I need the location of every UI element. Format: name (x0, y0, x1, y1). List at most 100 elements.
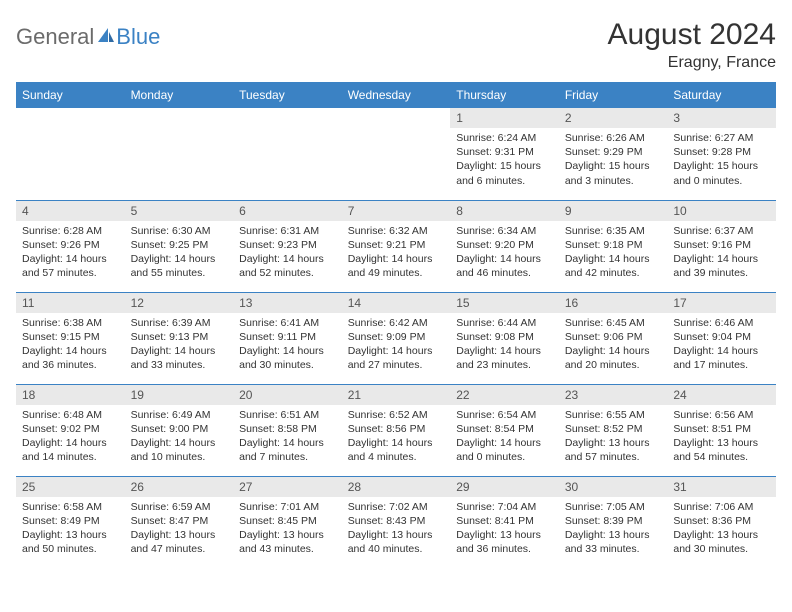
day-number: 21 (342, 385, 451, 405)
day-number: 16 (559, 293, 668, 313)
calendar-cell (342, 108, 451, 200)
weekday-header: Thursday (450, 82, 559, 108)
day-details: Sunrise: 7:06 AMSunset: 8:36 PMDaylight:… (667, 497, 776, 561)
day-number: 24 (667, 385, 776, 405)
weekday-header-row: Sunday Monday Tuesday Wednesday Thursday… (16, 82, 776, 108)
day-details: Sunrise: 6:24 AMSunset: 9:31 PMDaylight:… (450, 128, 559, 192)
day-details: Sunrise: 6:49 AMSunset: 9:00 PMDaylight:… (125, 405, 234, 469)
calendar-cell: 23Sunrise: 6:55 AMSunset: 8:52 PMDayligh… (559, 384, 668, 476)
calendar-cell: 7Sunrise: 6:32 AMSunset: 9:21 PMDaylight… (342, 200, 451, 292)
calendar-cell: 21Sunrise: 6:52 AMSunset: 8:56 PMDayligh… (342, 384, 451, 476)
calendar-cell: 31Sunrise: 7:06 AMSunset: 8:36 PMDayligh… (667, 476, 776, 568)
calendar-cell: 6Sunrise: 6:31 AMSunset: 9:23 PMDaylight… (233, 200, 342, 292)
calendar-row: 1Sunrise: 6:24 AMSunset: 9:31 PMDaylight… (16, 108, 776, 200)
day-details: Sunrise: 7:04 AMSunset: 8:41 PMDaylight:… (450, 497, 559, 561)
day-details: Sunrise: 6:37 AMSunset: 9:16 PMDaylight:… (667, 221, 776, 285)
day-number: 30 (559, 477, 668, 497)
day-details: Sunrise: 6:39 AMSunset: 9:13 PMDaylight:… (125, 313, 234, 377)
day-details: Sunrise: 7:02 AMSunset: 8:43 PMDaylight:… (342, 497, 451, 561)
calendar-cell (233, 108, 342, 200)
weekday-header: Tuesday (233, 82, 342, 108)
day-number: 14 (342, 293, 451, 313)
calendar-cell (16, 108, 125, 200)
day-details: Sunrise: 7:01 AMSunset: 8:45 PMDaylight:… (233, 497, 342, 561)
day-details: Sunrise: 6:41 AMSunset: 9:11 PMDaylight:… (233, 313, 342, 377)
calendar-cell: 5Sunrise: 6:30 AMSunset: 9:25 PMDaylight… (125, 200, 234, 292)
weekday-header: Sunday (16, 82, 125, 108)
calendar-row: 18Sunrise: 6:48 AMSunset: 9:02 PMDayligh… (16, 384, 776, 476)
calendar-cell: 30Sunrise: 7:05 AMSunset: 8:39 PMDayligh… (559, 476, 668, 568)
weekday-header: Wednesday (342, 82, 451, 108)
day-details: Sunrise: 6:27 AMSunset: 9:28 PMDaylight:… (667, 128, 776, 192)
calendar-cell: 28Sunrise: 7:02 AMSunset: 8:43 PMDayligh… (342, 476, 451, 568)
calendar-cell: 1Sunrise: 6:24 AMSunset: 9:31 PMDaylight… (450, 108, 559, 200)
day-number: 13 (233, 293, 342, 313)
day-number: 17 (667, 293, 776, 313)
calendar-cell: 20Sunrise: 6:51 AMSunset: 8:58 PMDayligh… (233, 384, 342, 476)
day-details: Sunrise: 6:45 AMSunset: 9:06 PMDaylight:… (559, 313, 668, 377)
day-details: Sunrise: 6:59 AMSunset: 8:47 PMDaylight:… (125, 497, 234, 561)
logo: General Blue (16, 18, 160, 50)
day-details: Sunrise: 6:44 AMSunset: 9:08 PMDaylight:… (450, 313, 559, 377)
day-number: 18 (16, 385, 125, 405)
day-number: 7 (342, 201, 451, 221)
calendar-row: 4Sunrise: 6:28 AMSunset: 9:26 PMDaylight… (16, 200, 776, 292)
calendar-cell: 17Sunrise: 6:46 AMSunset: 9:04 PMDayligh… (667, 292, 776, 384)
day-details: Sunrise: 6:48 AMSunset: 9:02 PMDaylight:… (16, 405, 125, 469)
day-number: 11 (16, 293, 125, 313)
day-details: Sunrise: 6:54 AMSunset: 8:54 PMDaylight:… (450, 405, 559, 469)
calendar-cell: 10Sunrise: 6:37 AMSunset: 9:16 PMDayligh… (667, 200, 776, 292)
location-label: Eragny, France (608, 54, 776, 72)
day-details: Sunrise: 6:51 AMSunset: 8:58 PMDaylight:… (233, 405, 342, 469)
day-details: Sunrise: 6:55 AMSunset: 8:52 PMDaylight:… (559, 405, 668, 469)
calendar-cell: 27Sunrise: 7:01 AMSunset: 8:45 PMDayligh… (233, 476, 342, 568)
day-details: Sunrise: 6:31 AMSunset: 9:23 PMDaylight:… (233, 221, 342, 285)
calendar-row: 11Sunrise: 6:38 AMSunset: 9:15 PMDayligh… (16, 292, 776, 384)
weekday-header: Saturday (667, 82, 776, 108)
day-number: 3 (667, 108, 776, 128)
day-details: Sunrise: 6:56 AMSunset: 8:51 PMDaylight:… (667, 405, 776, 469)
title-block: August 2024 Eragny, France (608, 18, 776, 72)
weekday-header: Monday (125, 82, 234, 108)
day-details: Sunrise: 7:05 AMSunset: 8:39 PMDaylight:… (559, 497, 668, 561)
day-details: Sunrise: 6:26 AMSunset: 9:29 PMDaylight:… (559, 128, 668, 192)
day-details: Sunrise: 6:34 AMSunset: 9:20 PMDaylight:… (450, 221, 559, 285)
day-details: Sunrise: 6:42 AMSunset: 9:09 PMDaylight:… (342, 313, 451, 377)
day-number: 31 (667, 477, 776, 497)
calendar-cell: 15Sunrise: 6:44 AMSunset: 9:08 PMDayligh… (450, 292, 559, 384)
day-number: 26 (125, 477, 234, 497)
day-number: 19 (125, 385, 234, 405)
day-number: 22 (450, 385, 559, 405)
day-number: 6 (233, 201, 342, 221)
day-details: Sunrise: 6:52 AMSunset: 8:56 PMDaylight:… (342, 405, 451, 469)
calendar-cell: 4Sunrise: 6:28 AMSunset: 9:26 PMDaylight… (16, 200, 125, 292)
day-details: Sunrise: 6:58 AMSunset: 8:49 PMDaylight:… (16, 497, 125, 561)
day-number: 15 (450, 293, 559, 313)
day-number: 28 (342, 477, 451, 497)
day-details: Sunrise: 6:30 AMSunset: 9:25 PMDaylight:… (125, 221, 234, 285)
calendar-cell: 12Sunrise: 6:39 AMSunset: 9:13 PMDayligh… (125, 292, 234, 384)
day-number: 23 (559, 385, 668, 405)
logo-sail-icon (96, 26, 116, 49)
day-number: 5 (125, 201, 234, 221)
day-number: 12 (125, 293, 234, 313)
calendar-cell (125, 108, 234, 200)
day-number: 9 (559, 201, 668, 221)
calendar-table: Sunday Monday Tuesday Wednesday Thursday… (16, 82, 776, 568)
calendar-cell: 2Sunrise: 6:26 AMSunset: 9:29 PMDaylight… (559, 108, 668, 200)
day-number: 25 (16, 477, 125, 497)
calendar-cell: 3Sunrise: 6:27 AMSunset: 9:28 PMDaylight… (667, 108, 776, 200)
calendar-body: 1Sunrise: 6:24 AMSunset: 9:31 PMDaylight… (16, 108, 776, 568)
day-number: 4 (16, 201, 125, 221)
weekday-header: Friday (559, 82, 668, 108)
page-title: August 2024 (608, 18, 776, 52)
day-details: Sunrise: 6:35 AMSunset: 9:18 PMDaylight:… (559, 221, 668, 285)
day-number: 20 (233, 385, 342, 405)
calendar-cell: 8Sunrise: 6:34 AMSunset: 9:20 PMDaylight… (450, 200, 559, 292)
calendar-cell: 9Sunrise: 6:35 AMSunset: 9:18 PMDaylight… (559, 200, 668, 292)
calendar-cell: 16Sunrise: 6:45 AMSunset: 9:06 PMDayligh… (559, 292, 668, 384)
day-number: 2 (559, 108, 668, 128)
calendar-cell: 24Sunrise: 6:56 AMSunset: 8:51 PMDayligh… (667, 384, 776, 476)
logo-word-1: General (16, 24, 94, 50)
calendar-cell: 13Sunrise: 6:41 AMSunset: 9:11 PMDayligh… (233, 292, 342, 384)
